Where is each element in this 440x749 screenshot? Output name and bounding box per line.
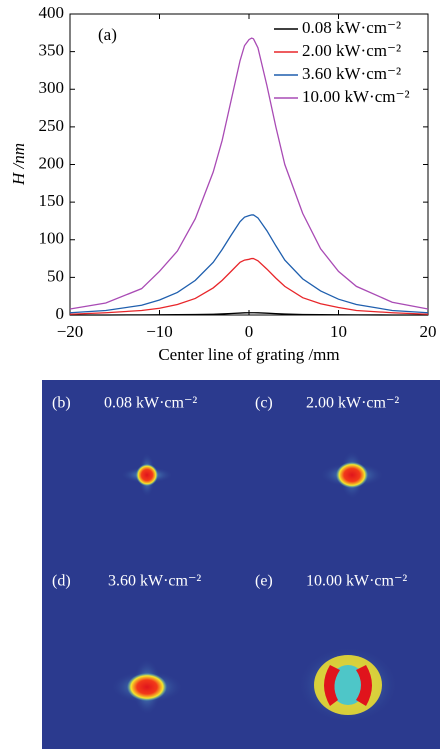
profile-e [298, 647, 398, 723]
legend-label: 10.00 kW·cm⁻² [302, 87, 410, 106]
y-axis-label: H /nm [9, 143, 28, 186]
line-series [70, 259, 428, 315]
x-tick-label: 0 [245, 322, 254, 341]
x-tick-label: 10 [330, 322, 347, 341]
figure: (a) Center line of grating /mm H /nm (b)… [0, 0, 440, 749]
legend-label: 2.00 kW·cm⁻² [302, 41, 401, 60]
spot [127, 673, 167, 701]
panel-intensity: 10.00 kW·cm⁻² [306, 573, 407, 590]
spot [136, 464, 158, 486]
x-tick-label: 20 [420, 322, 437, 341]
x-tick-label: −20 [57, 322, 84, 341]
panel-label: (e) [255, 573, 273, 590]
y-tick-label: 150 [39, 191, 65, 210]
x-axis-label: Center line of grating /mm [158, 345, 339, 364]
y-tick-label: 100 [39, 229, 65, 248]
panel-label: (c) [255, 395, 273, 412]
panel-intensity: 2.00 kW·cm⁻² [306, 395, 399, 412]
panel-label: (b) [52, 395, 71, 412]
y-tick-label: 400 [39, 3, 65, 22]
panel-label: (d) [52, 573, 71, 590]
panel-intensity: 3.60 kW·cm⁻² [108, 573, 201, 590]
y-tick-label: 300 [39, 78, 65, 97]
line-series [70, 215, 428, 313]
x-tick-label: −10 [146, 322, 173, 341]
panel-label: (a) [98, 25, 117, 44]
panel-intensity: 0.08 kW·cm⁻² [104, 395, 197, 412]
legend-label: 3.60 kW·cm⁻² [302, 64, 401, 83]
spot [336, 462, 368, 488]
y-tick-label: 200 [39, 153, 65, 172]
y-tick-label: 50 [47, 266, 64, 285]
y-tick-label: 350 [39, 41, 65, 60]
y-tick-label: 0 [56, 304, 65, 323]
y-tick-label: 250 [39, 116, 65, 135]
legend-label: 0.08 kW·cm⁻² [302, 18, 401, 37]
